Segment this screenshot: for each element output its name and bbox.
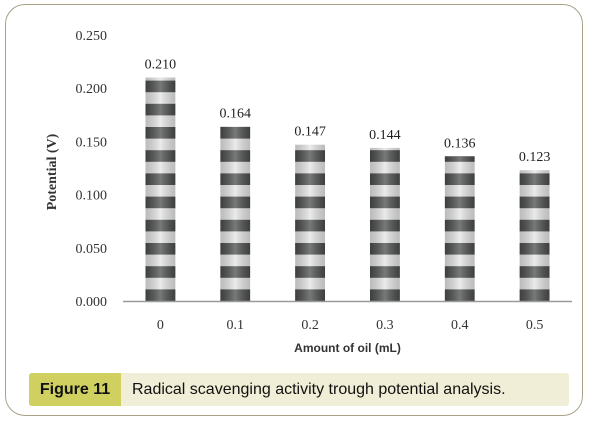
y-tick-label: 0.100 <box>76 189 108 204</box>
figure-label: Figure 11 <box>29 373 121 406</box>
bar-value-label: 0.136 <box>444 136 476 151</box>
figure-caption: Figure 11 Radical scavenging activity tr… <box>29 373 569 406</box>
figure-caption-text: Radical scavenging activity trough poten… <box>132 381 506 398</box>
x-tick-label: 0.5 <box>526 318 544 333</box>
bar <box>220 126 251 301</box>
y-tick-label: 0.200 <box>76 82 108 97</box>
y-tick-label: 0.050 <box>76 242 108 257</box>
bar-value-label: 0.144 <box>369 128 401 143</box>
x-tick-label: 0.3 <box>376 318 394 333</box>
x-tick-label: 0 <box>157 318 164 333</box>
x-axis-title: Amount of oil (mL) <box>294 341 401 355</box>
x-tick-label: 0.4 <box>451 318 469 333</box>
figure-frame: Potential (V) 0.000 0.050 0.100 0.150 0.200 0… <box>5 4 583 416</box>
bar <box>145 77 176 301</box>
y-tick-label: 0.250 <box>76 29 108 44</box>
bar <box>369 147 400 301</box>
bar <box>295 144 326 301</box>
y-axis-title: Potential (V) <box>45 133 60 210</box>
bar-value-label: 0.147 <box>294 125 326 140</box>
x-tick-label: 0.2 <box>301 318 319 333</box>
bar-value-label: 0.164 <box>220 107 252 122</box>
bar-value-label: 0.210 <box>145 58 177 73</box>
bar <box>444 156 475 301</box>
bar-value-label: 0.123 <box>519 150 551 165</box>
y-tick-label: 0.150 <box>76 135 108 150</box>
bar <box>519 170 550 301</box>
x-tick-label: 0.1 <box>227 318 245 333</box>
y-tick-label: 0.000 <box>76 295 108 310</box>
bar-chart: Potential (V) 0.000 0.050 0.100 0.150 0.200 0… <box>45 29 572 355</box>
